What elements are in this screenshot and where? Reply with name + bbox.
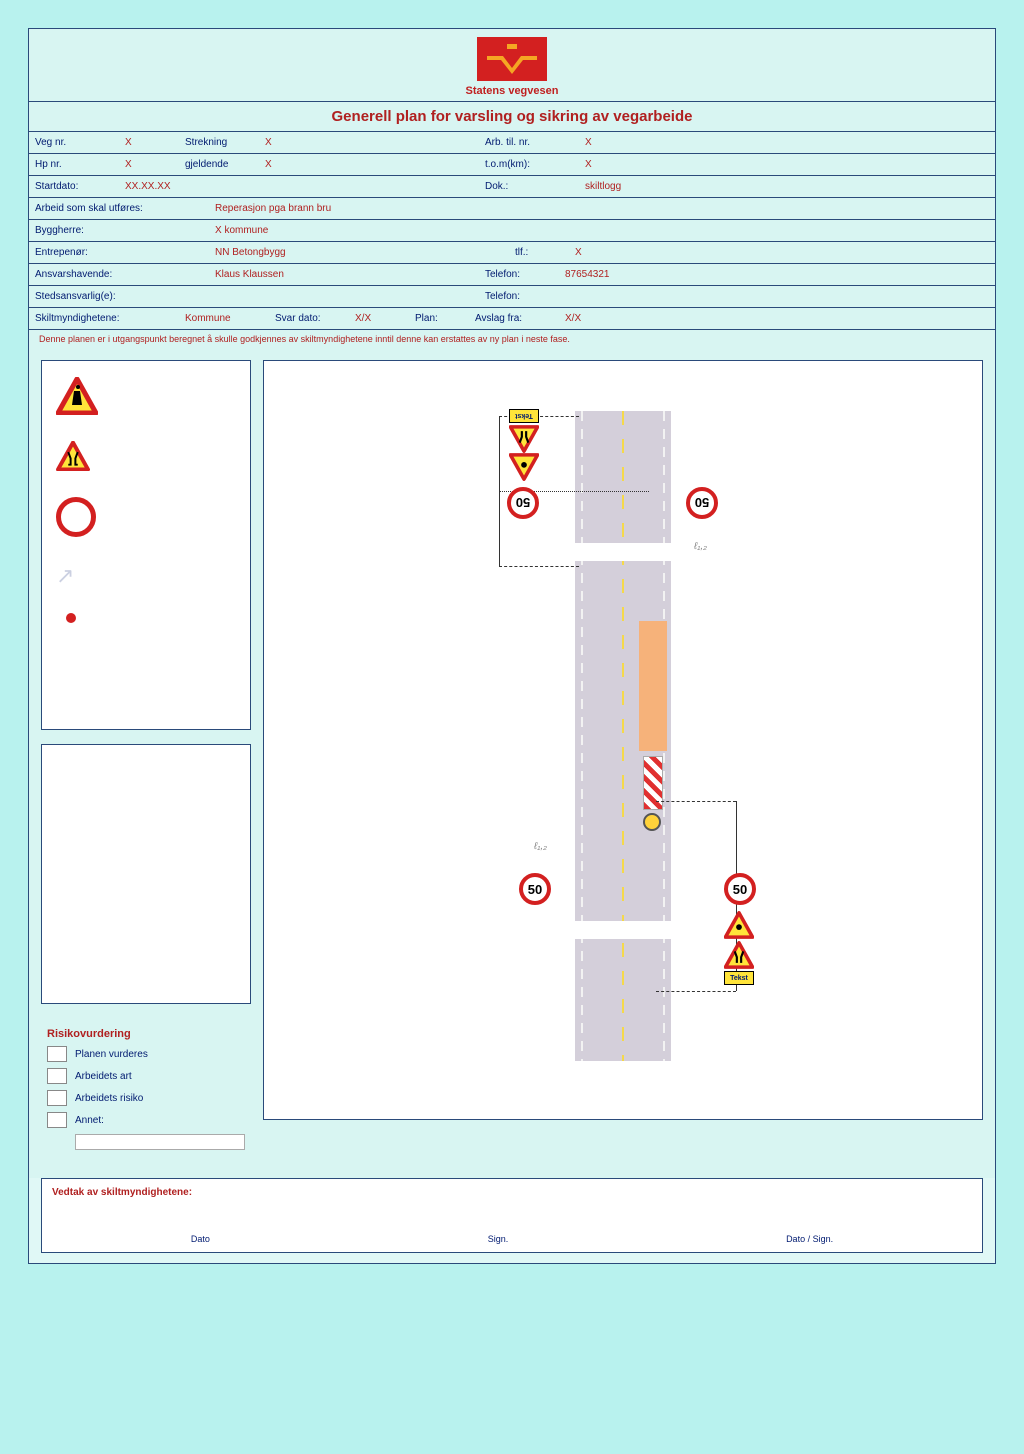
risk-item: Arbeidets risiko [47,1090,245,1106]
checkbox[interactable] [47,1112,67,1128]
empty-panel [41,744,251,1004]
red-light-icon [66,613,76,623]
agency-logo [477,37,547,81]
dimension-label: ℓ₁,₂ [694,541,707,552]
narrow-warning-icon [509,425,539,453]
text-plate-icon: Tekst [724,971,754,985]
row-work: Arbeid som skal utføres: Reperasjon pga … [29,198,995,220]
warning-light [643,813,661,831]
work-warning-icon [724,911,754,939]
row-site: Stedsansvarlig(e): Telefon: [29,286,995,308]
disclaimer: Denne planen er i utgangspunkt beregnet … [29,330,995,348]
risk-item: Planen vurderes [47,1046,245,1062]
form-title: Generell plan for varsling og sikring av… [29,102,995,132]
header: Statens vegvesen [29,29,995,102]
risk-other-input [47,1134,245,1150]
row-hp: Hp nr. X gjeldende X t.o.m(km): X [29,154,995,176]
prohibition-icon [56,497,96,537]
narrow-warning-icon [724,941,754,969]
footer-title: Vedtak av skiltmyndighetene: [52,1187,972,1198]
row-responsible: Ansvarshavende: Klaus Klaussen Telefon: … [29,264,995,286]
dimension-label: ℓ₁,₂ [534,841,547,852]
approval-box: Vedtak av skiltmyndighetene: Dato Sign. … [41,1178,983,1253]
arrow-icon: ↗ [56,563,86,587]
row-date: Startdato: XX.XX.XX Dok.: skiltlogg [29,176,995,198]
road-diagram: ℓ₁,₂ ℓ₁,₂ Tekst 50 50 50 50 [263,360,983,1120]
risk-item: Arbeidets art [47,1068,245,1084]
speed-limit-icon: 50 [507,487,539,519]
text-plate-icon: Tekst [509,409,539,423]
sign-legend: ↗ [41,360,251,730]
narrow-warning-icon [56,441,90,471]
work-warning-icon [56,377,98,415]
speed-limit-icon: 50 [519,873,551,905]
risk-panel: Risikovurdering Planen vurderes Arbeidet… [41,1018,251,1166]
footer-sign: Sign. [488,1234,509,1244]
content: ↗ Risikovurdering Planen vurderes Arbeid… [29,348,995,1178]
agency-name: Statens vegvesen [466,85,559,97]
risk-title: Risikovurdering [47,1028,245,1040]
road [575,411,671,1061]
other-input[interactable] [75,1134,245,1150]
checkbox[interactable] [47,1046,67,1062]
row-road: Veg nr. X Strekning X Arb. til. nr. X [29,132,995,154]
speed-limit-icon: 50 [724,873,756,905]
work-zone-barrier [639,621,667,751]
work-warning-icon [509,453,539,481]
row-contractor: Entrepenør: NN Betongbygg tlf.: X [29,242,995,264]
footer-datesign: Dato / Sign. [786,1234,833,1244]
checkbox[interactable] [47,1068,67,1084]
checkbox[interactable] [47,1090,67,1106]
risk-item: Annet: [47,1112,245,1128]
form-sheet: Statens vegvesen Generell plan for varsl… [28,28,996,1264]
row-authority: Skiltmyndighetene: Kommune Svar dato: X/… [29,308,995,330]
row-owner: Byggherre: X kommune [29,220,995,242]
speed-limit-icon: 50 [686,487,718,519]
footer-date: Dato [191,1234,210,1244]
